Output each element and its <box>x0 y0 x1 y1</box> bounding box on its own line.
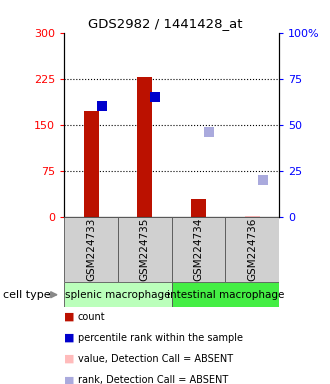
Bar <box>172 282 279 307</box>
Text: ■: ■ <box>64 312 75 322</box>
Text: ■: ■ <box>64 354 75 364</box>
Text: splenic macrophage: splenic macrophage <box>65 290 171 300</box>
Text: GSM224733: GSM224733 <box>86 218 96 281</box>
Text: GDS2982 / 1441428_at: GDS2982 / 1441428_at <box>88 17 242 30</box>
Bar <box>225 217 279 282</box>
Text: GSM224734: GSM224734 <box>193 218 203 281</box>
Bar <box>64 217 118 282</box>
Text: ■: ■ <box>64 375 75 384</box>
Text: percentile rank within the sample: percentile rank within the sample <box>78 333 243 343</box>
Bar <box>172 217 225 282</box>
Bar <box>191 199 206 217</box>
Bar <box>245 216 259 217</box>
Text: ■: ■ <box>64 333 75 343</box>
Bar <box>84 111 99 217</box>
Text: count: count <box>78 312 105 322</box>
Bar <box>64 282 172 307</box>
Bar <box>118 217 172 282</box>
Bar <box>137 77 152 217</box>
Text: GSM224736: GSM224736 <box>247 218 257 281</box>
Text: intestinal macrophage: intestinal macrophage <box>167 290 284 300</box>
Text: value, Detection Call = ABSENT: value, Detection Call = ABSENT <box>78 354 233 364</box>
Text: GSM224735: GSM224735 <box>140 218 150 281</box>
Text: rank, Detection Call = ABSENT: rank, Detection Call = ABSENT <box>78 375 228 384</box>
Text: cell type: cell type <box>3 290 51 300</box>
